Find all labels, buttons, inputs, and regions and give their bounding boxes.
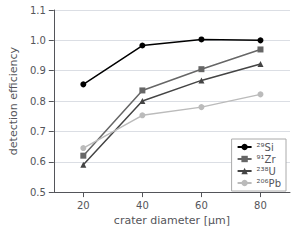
svg-text:0.7: 0.7 <box>30 126 46 137</box>
svg-text:²⁹Si: ²⁹Si <box>257 142 274 153</box>
svg-text:²³⁸U: ²³⁸U <box>257 166 276 177</box>
svg-text:0.6: 0.6 <box>30 156 46 167</box>
svg-text:60: 60 <box>195 200 208 211</box>
svg-text:1.0: 1.0 <box>30 35 46 46</box>
svg-text:0.8: 0.8 <box>30 96 46 107</box>
svg-text:1.1: 1.1 <box>30 5 46 16</box>
svg-text:⁹¹Zr: ⁹¹Zr <box>257 154 277 165</box>
svg-text:0.5: 0.5 <box>30 187 46 198</box>
svg-text:²⁰⁶Pb: ²⁰⁶Pb <box>257 178 281 189</box>
svg-text:40: 40 <box>136 200 149 211</box>
svg-text:20: 20 <box>77 200 90 211</box>
svg-text:0.9: 0.9 <box>30 65 46 76</box>
svg-text:crater diameter [μm]: crater diameter [μm] <box>114 214 230 227</box>
svg-text:detection efficiency: detection efficiency <box>7 46 20 155</box>
svg-text:80: 80 <box>254 200 267 211</box>
